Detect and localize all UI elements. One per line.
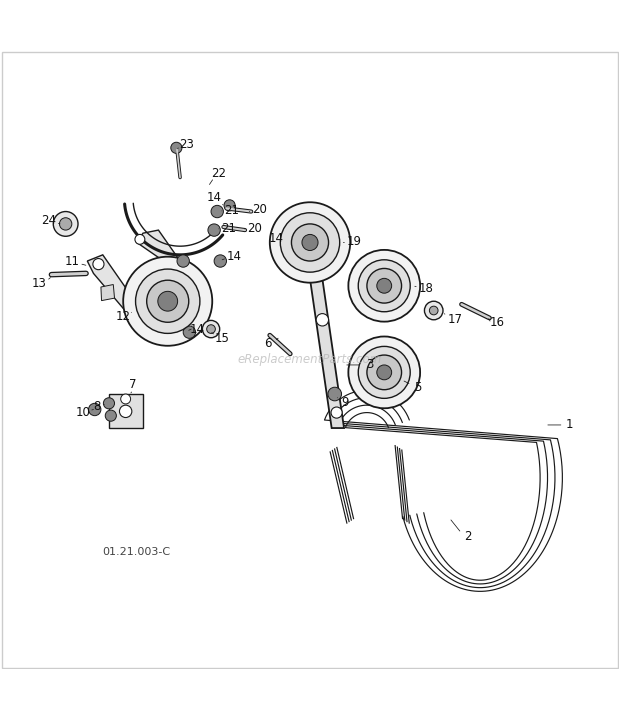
Text: 24: 24 [42,214,56,227]
Text: 19: 19 [347,235,362,248]
Circle shape [302,235,318,251]
Text: 8: 8 [93,400,100,413]
Circle shape [121,394,131,404]
Circle shape [301,240,316,255]
Text: 14: 14 [206,192,221,204]
Circle shape [104,397,115,409]
Circle shape [202,320,219,338]
Text: 6: 6 [264,338,272,351]
Text: 2: 2 [464,530,471,543]
Circle shape [208,224,220,236]
Circle shape [224,199,235,211]
Text: 11: 11 [64,255,79,268]
Circle shape [214,255,226,267]
Text: 17: 17 [448,312,463,325]
Circle shape [120,405,132,418]
Circle shape [152,258,162,269]
Circle shape [425,301,443,320]
Text: 5: 5 [414,381,422,394]
Circle shape [377,365,392,379]
Text: 14: 14 [227,250,242,263]
Circle shape [358,346,410,398]
Text: 15: 15 [215,332,229,345]
Text: 9: 9 [341,395,348,408]
Circle shape [280,213,340,272]
Circle shape [367,355,402,390]
Circle shape [211,205,223,217]
Text: 16: 16 [489,316,504,329]
Circle shape [316,314,329,326]
Circle shape [135,235,145,244]
Text: 13: 13 [32,276,46,289]
Circle shape [53,212,78,236]
Text: 20: 20 [247,222,262,235]
Polygon shape [87,255,153,336]
Text: 1: 1 [566,418,574,431]
Polygon shape [101,284,115,301]
Text: 7: 7 [130,378,137,391]
Circle shape [183,326,195,338]
Text: 21: 21 [221,222,236,235]
Circle shape [348,336,420,408]
Text: 3: 3 [366,359,373,372]
Circle shape [147,280,188,323]
Circle shape [430,306,438,315]
Circle shape [328,387,342,401]
Circle shape [291,224,329,261]
Text: 10: 10 [76,406,91,419]
Circle shape [105,410,117,421]
Circle shape [206,325,215,333]
Polygon shape [109,394,143,428]
Circle shape [348,250,420,322]
Polygon shape [304,236,344,428]
Text: 14: 14 [269,233,284,246]
Circle shape [158,292,177,311]
Text: 18: 18 [419,282,434,294]
Circle shape [331,407,342,418]
Text: 12: 12 [116,310,131,323]
Circle shape [358,260,410,312]
Circle shape [377,279,392,293]
Circle shape [177,255,189,267]
Circle shape [270,202,350,283]
Circle shape [171,143,182,153]
Text: 21: 21 [224,204,239,217]
Text: 01.21.003-C: 01.21.003-C [103,546,171,557]
Circle shape [60,217,72,230]
Text: 23: 23 [179,138,193,151]
Text: 14: 14 [189,323,205,336]
Circle shape [89,403,101,415]
Circle shape [93,258,104,270]
Circle shape [367,269,402,303]
Text: 22: 22 [211,166,226,180]
Polygon shape [137,230,180,270]
Circle shape [123,257,212,346]
Circle shape [141,325,152,336]
Text: 20: 20 [252,203,267,216]
Text: eReplacementParts.com: eReplacementParts.com [238,354,382,366]
Circle shape [136,269,200,333]
